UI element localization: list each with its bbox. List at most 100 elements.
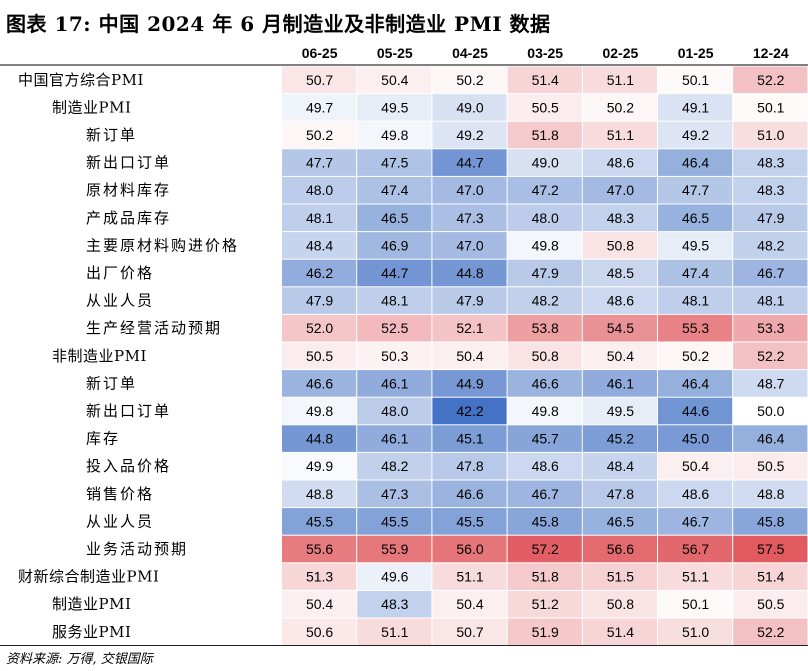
heat-cell [282,370,357,397]
heat-cell [658,66,733,94]
cell-value: 45.5 [456,513,483,529]
heat-cell [733,121,808,149]
heat-cell [733,618,808,646]
cell-value: 45.1 [456,431,483,447]
heat-cell [432,232,507,259]
heat-cell [282,94,357,121]
heat-cell [432,563,507,590]
heat-cell [432,94,507,121]
heat-cell [432,176,507,204]
cell-value: 48.1 [757,293,784,309]
heat-cell [432,204,507,232]
cell-value: 56.6 [607,541,634,557]
heat-cell [282,149,357,176]
cell-value: 57.2 [532,541,559,557]
cell-value: 45.8 [757,513,784,529]
cell-value: 48.3 [757,155,784,171]
cell-value: 48.2 [757,237,784,253]
cell-value: 51.1 [456,569,483,585]
cell-value: 49.2 [682,127,709,143]
heat-cell [507,563,582,590]
cell-value: 46.7 [757,265,784,281]
cell-value: 57.5 [757,541,784,557]
heat-cell [282,176,357,204]
cell-value: 50.2 [456,72,483,88]
cell-value: 49.8 [532,237,559,253]
heat-cell [582,66,657,94]
cell-value: 50.5 [757,596,784,612]
heat-cell [282,535,357,563]
cell-value: 46.1 [381,375,408,391]
heat-cell [658,508,733,535]
cell-value: 47.0 [456,237,483,253]
cell-value: 51.1 [607,72,634,88]
heat-cell [432,287,507,314]
heat-cell [507,452,582,480]
row-label: 出厂价格 [86,264,154,282]
cell-value: 49.5 [682,237,709,253]
cell-value: 48.8 [306,486,333,502]
cell-value: 50.4 [306,596,333,612]
cell-value: 52.2 [757,72,784,88]
heat-cell [357,287,432,314]
cell-value: 46.6 [456,486,483,502]
row-label: 主要原材料购进价格 [86,236,239,254]
heat-cell [432,121,507,149]
chart-title: 图表 17: 中国 2024 年 6 月制造业及非制造业 PMI 数据 [6,12,551,36]
cell-value: 49.0 [532,155,559,171]
row-label: 财新综合制造业PMI [18,568,159,586]
heat-cell [658,232,733,259]
heat-cell [658,204,733,232]
cell-value: 50.2 [682,348,709,364]
cell-value: 44.8 [456,265,483,281]
heat-cell [733,204,808,232]
heat-cell [357,618,432,646]
row-label: 业务活动预期 [86,540,188,558]
cell-value: 45.5 [381,513,408,529]
cell-value: 46.4 [757,431,784,447]
row-label: 非制造业PMI [52,347,147,365]
cell-value: 50.0 [757,403,784,419]
cell-value: 49.5 [381,99,408,115]
cell-value: 50.8 [607,596,634,612]
cell-value: 47.9 [456,293,483,309]
heat-cell [282,314,357,342]
cell-value: 48.0 [381,403,408,419]
cell-value: 49.7 [306,99,333,115]
heat-cell [658,618,733,646]
heat-cell [507,590,582,618]
heat-cell [282,480,357,508]
cell-value: 50.7 [456,624,483,640]
source-note: 资料来源: 万得, 交银国际 [6,652,153,667]
cell-value: 46.4 [682,375,709,391]
heat-cell [432,149,507,176]
cell-value: 49.1 [682,99,709,115]
heat-cell [733,563,808,590]
heat-cell [507,370,582,397]
heat-cell [658,370,733,397]
cell-value: 44.7 [456,155,483,171]
heat-cell [582,370,657,397]
cell-value: 45.7 [532,431,559,447]
heat-cell [507,425,582,452]
heat-cell [733,535,808,563]
heat-cell [357,66,432,94]
cell-value: 52.2 [757,624,784,640]
cell-value: 55.3 [682,320,709,336]
cell-value: 51.1 [682,569,709,585]
cell-value: 48.3 [757,182,784,198]
heat-cell [582,535,657,563]
cell-value: 47.0 [456,182,483,198]
cell-value: 49.0 [456,99,483,115]
heat-cell [357,204,432,232]
heat-cell [357,121,432,149]
heat-cell [357,563,432,590]
heat-cell [357,342,432,370]
heat-cell [507,397,582,425]
cell-value: 51.8 [532,569,559,585]
cell-value: 45.5 [306,513,333,529]
cell-value: 51.9 [532,624,559,640]
cell-value: 47.9 [306,293,333,309]
heat-cell [582,176,657,204]
cell-value: 46.5 [607,513,634,529]
